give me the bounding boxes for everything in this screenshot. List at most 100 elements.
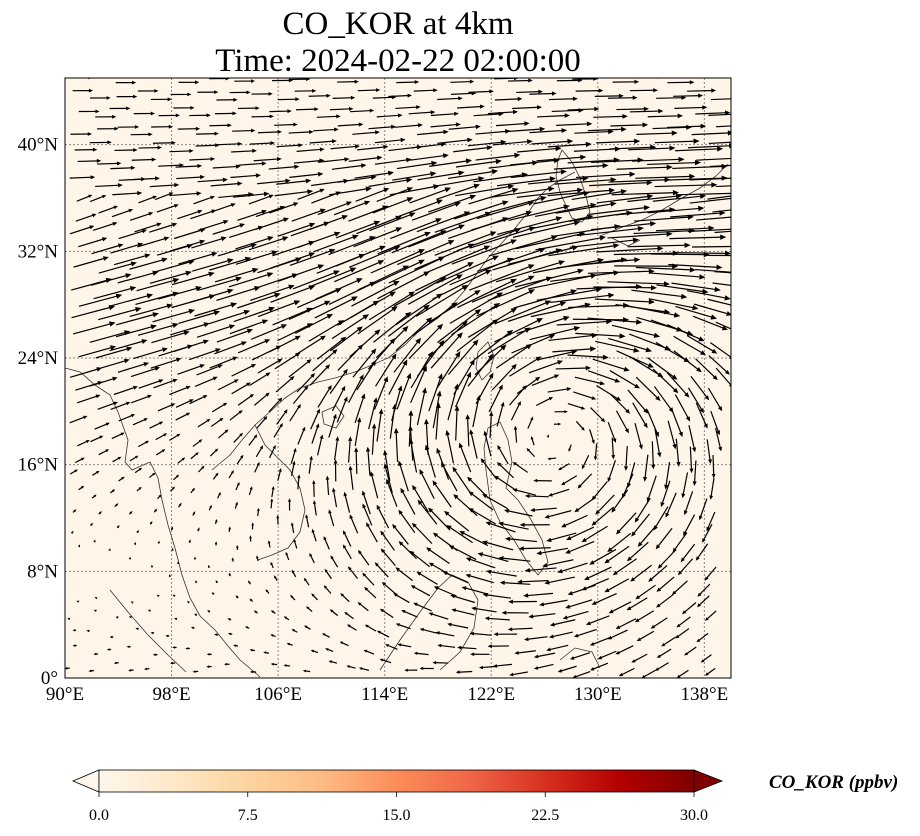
wind-arrow-head bbox=[657, 245, 664, 252]
wind-arrow-head bbox=[102, 195, 107, 199]
wind-arrow-shaft bbox=[133, 348, 165, 360]
wind-arrow-head bbox=[685, 416, 691, 422]
wind-arrow-head bbox=[653, 332, 661, 338]
wind-arrow-head bbox=[236, 544, 239, 548]
wind-arrow-shaft bbox=[634, 216, 691, 222]
wind-arrow-head bbox=[297, 404, 301, 409]
wind-arrow-head bbox=[458, 224, 465, 230]
wind-arrow-head bbox=[547, 457, 551, 461]
wind-arrow-head bbox=[497, 462, 502, 467]
wind-arrow-shaft bbox=[594, 443, 598, 459]
wind-arrow-head bbox=[161, 257, 168, 263]
wind-arrow-shaft bbox=[137, 441, 148, 448]
wind-arrow-head bbox=[383, 144, 389, 150]
wind-arrow-shaft bbox=[337, 176, 374, 183]
wind-arrow-shaft bbox=[309, 554, 315, 564]
wind-arrow-head bbox=[636, 319, 643, 325]
wind-arrow-head bbox=[335, 436, 340, 441]
wind-arrow-head bbox=[697, 592, 702, 597]
wind-arrow-head bbox=[376, 630, 381, 634]
wind-arrow-shaft bbox=[149, 223, 175, 233]
wind-arrow-shaft bbox=[429, 160, 469, 167]
wind-arrow-head bbox=[683, 531, 687, 536]
wind-arrow-head bbox=[189, 149, 194, 153]
wind-arrow-shaft bbox=[403, 610, 418, 618]
wind-arrow-shaft bbox=[686, 335, 715, 353]
wind-arrow-head bbox=[352, 234, 359, 240]
wind-arrow-head bbox=[192, 511, 196, 515]
wind-arrow-shaft bbox=[487, 617, 510, 621]
wind-arrow-head bbox=[130, 165, 136, 170]
wind-arrow-shaft bbox=[671, 282, 718, 291]
wind-arrow-shaft bbox=[334, 438, 339, 461]
wind-arrow-shaft bbox=[450, 92, 474, 95]
wind-arrow-shaft bbox=[189, 290, 231, 303]
wind-arrow-head bbox=[380, 530, 385, 536]
wind-arrow-head bbox=[675, 634, 680, 639]
wind-arrow-head bbox=[436, 199, 443, 205]
wind-arrow-head bbox=[591, 495, 596, 501]
wind-arrow-head bbox=[539, 126, 546, 132]
wind-arrow-shaft bbox=[371, 426, 375, 455]
wind-arrow-head bbox=[631, 531, 636, 537]
wind-arrow-head bbox=[699, 408, 704, 414]
wind-arrow-head bbox=[219, 417, 224, 422]
wind-arrow-head bbox=[88, 669, 92, 673]
wind-arrow-head bbox=[577, 268, 584, 274]
wind-arrow-shaft bbox=[702, 523, 713, 541]
wind-arrow-head bbox=[93, 539, 96, 543]
wind-arrow-shaft bbox=[356, 362, 375, 391]
wind-arrow-shaft bbox=[381, 609, 394, 619]
wind-arrow-head bbox=[391, 124, 396, 129]
wind-arrow-head bbox=[395, 567, 400, 572]
wind-arrow-shaft bbox=[565, 610, 589, 619]
wind-arrow-shaft bbox=[151, 331, 187, 344]
wind-arrow-shaft bbox=[158, 164, 182, 167]
wind-arrow-head bbox=[514, 152, 521, 159]
wind-arrow-shaft bbox=[697, 632, 709, 642]
wind-arrow-shaft bbox=[628, 597, 648, 610]
wind-arrow-shaft bbox=[501, 522, 529, 530]
wind-arrow-head bbox=[112, 222, 118, 226]
wind-arrow-shaft bbox=[583, 525, 608, 542]
wind-arrow-shaft bbox=[138, 379, 162, 389]
wind-arrow-head bbox=[581, 586, 587, 591]
wind-arrow-head bbox=[198, 439, 203, 443]
x-tick-label: 130°E bbox=[574, 684, 622, 705]
wind-arrow-shaft bbox=[567, 402, 584, 409]
wind-arrow-shaft bbox=[349, 468, 354, 490]
wind-arrow-head bbox=[215, 143, 220, 148]
wind-arrow-shaft bbox=[411, 202, 458, 221]
wind-arrow-shaft bbox=[157, 403, 174, 412]
wind-arrow-head bbox=[507, 184, 515, 190]
wind-arrow-head bbox=[424, 231, 431, 237]
wind-arrow-head bbox=[359, 667, 363, 671]
wind-arrow-shaft bbox=[587, 128, 624, 132]
wind-arrow-head bbox=[174, 204, 179, 208]
wind-arrow-head bbox=[533, 654, 539, 659]
wind-arrow-shaft bbox=[707, 511, 716, 530]
wind-arrow-head bbox=[410, 585, 416, 589]
wind-arrow-shaft bbox=[132, 177, 158, 181]
wind-arrow-shaft bbox=[376, 188, 411, 202]
wind-arrow-shaft bbox=[696, 157, 731, 161]
wind-arrow-head bbox=[343, 491, 348, 497]
wind-arrow-shaft bbox=[118, 414, 134, 422]
wind-arrow-head bbox=[536, 550, 542, 556]
wind-arrow-shaft bbox=[418, 572, 438, 585]
wind-arrow-head bbox=[501, 610, 507, 615]
wind-arrow-shaft bbox=[693, 460, 697, 484]
wind-arrow-shaft bbox=[593, 506, 615, 525]
wind-arrow-shaft bbox=[437, 632, 455, 637]
wind-arrow-shaft bbox=[416, 390, 426, 426]
wind-arrow-shaft bbox=[237, 210, 265, 221]
wind-arrow-head bbox=[232, 356, 238, 361]
wind-arrow-head bbox=[637, 226, 644, 232]
wind-arrow-head bbox=[343, 396, 348, 402]
wind-arrow-shaft bbox=[534, 204, 594, 217]
wind-arrow-head bbox=[115, 73, 119, 77]
wind-arrow-head bbox=[471, 606, 476, 611]
wind-arrow-shaft bbox=[639, 524, 657, 546]
wind-arrow-head bbox=[724, 370, 730, 375]
wind-arrow-head bbox=[116, 525, 120, 528]
